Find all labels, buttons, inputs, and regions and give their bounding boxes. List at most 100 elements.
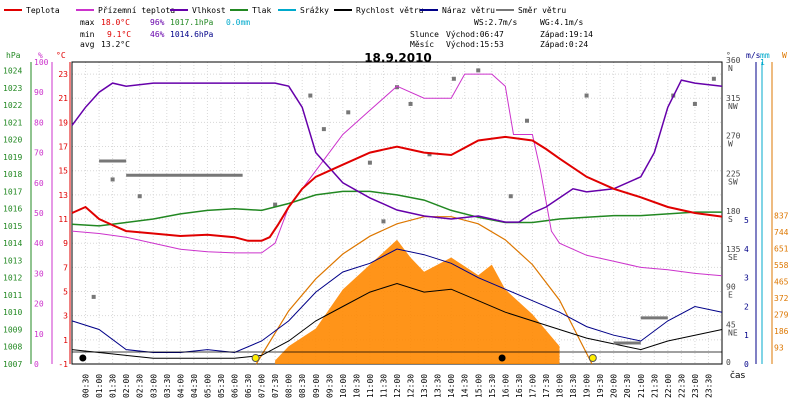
legend-label-4: Srážky [300,6,329,15]
pressure-tick-label: 1018 [3,170,22,179]
stats-avg-label: avg [80,40,95,49]
stats-ws: WS:2.7m/s [474,18,518,27]
pressure-tick-label: 1023 [3,84,22,93]
wind-direction-point [308,93,313,98]
stats-max-label: max [80,18,95,27]
humidity-tick-label: 90 [34,88,44,97]
x-tick-label: 05:00 [203,374,212,398]
stats-temp-max: 18.0°C [101,18,130,27]
x-tick-label: 17:00 [528,374,537,398]
humidity-tick-label: 40 [34,239,44,248]
temperature-tick-label: -1 [58,360,68,369]
x-tick-label: 08:00 [285,374,294,398]
sunrise-marker [251,354,260,362]
x-tick-label: 18:30 [569,374,578,398]
humidity-tick-label: 70 [34,149,44,158]
x-tick-label: 07:30 [271,374,280,398]
temperature-line [71,135,723,242]
wind-direction-point [273,202,278,207]
unit-rain: mm [760,51,770,60]
x-tick-label: 18:00 [556,374,565,398]
solar-tick-label: 279 [774,310,789,319]
temperature-tick-label: 5 [63,288,68,297]
stats-moon-label: Měsíc [410,40,434,49]
stats-block: max 18.0°C 96% 1017.1hPa 0.0mm min 9.1°C… [80,18,593,49]
solar-tick-label: 744 [774,228,789,237]
humidity-tick-label: 80 [34,118,44,127]
chart-title: 18.9.2010 [364,51,432,65]
stats-sun-label: Slunce [410,30,439,39]
x-tick-label: 06:30 [244,374,253,398]
solar-tick-label: 837 [774,211,789,220]
sunset-marker [588,354,597,362]
temperature-tick-label: 7 [63,263,68,272]
x-tick-label: 03:30 [163,374,172,398]
x-tick-label: 22:30 [677,374,686,398]
wind-direction-point [451,76,456,81]
x-tick-label: 15:00 [474,374,483,398]
pressure-tick-label: 1013 [3,256,22,265]
direction-tick-label: 90 [726,283,736,292]
wind-direction-point [476,68,481,73]
direction-tick-label: 0 [726,358,731,367]
wind-direction-point [395,85,399,90]
stats-temp-avg: 13.2°C [101,40,130,49]
pressure-tick-label: 1016 [3,205,22,214]
unit-wind: m/s [746,51,761,60]
solar-tick-label: 558 [774,261,789,270]
x-tick-label: 14:30 [461,374,470,398]
x-tick-label: 02:30 [136,374,145,398]
temperature-tick-label: 1 [63,336,68,345]
direction-tick-label: 225 [726,169,741,178]
direction-tick-label: 360 [726,56,741,65]
wind-gust-line [71,248,723,354]
temperature-tick-label: 23 [58,70,68,79]
pressure-tick-label: 1008 [3,343,22,352]
temperature-tick-label: 19 [58,118,68,127]
stats-press-min: 1014.6hPa [170,30,214,39]
wind-direction-point [367,160,372,165]
x-tick-label: 19:00 [583,374,592,398]
wind-direction-point [508,194,513,199]
wind-direction-point [346,110,351,115]
x-tick-label: 16:30 [515,374,524,398]
legend-label-7: Směr větru [518,6,566,15]
x-tick-label: 06:00 [231,374,240,398]
x-tick-label: 04:00 [176,374,185,398]
temperature-tick-label: 21 [58,94,68,103]
wind-direction-point [91,294,96,299]
x-tick-label: 04:30 [190,374,199,398]
pressure-tick-label: 1017 [3,187,22,196]
pressure-tick-label: 1014 [3,239,22,248]
stats-hum-min: 46% [150,30,165,39]
stats-min-label: min [80,30,95,39]
humidity-tick-label: 30 [34,269,44,278]
unit-direction: ° [726,51,731,60]
wind-direction-point [584,93,589,98]
humidity-line [71,79,723,223]
stats-hum-max: 96% [150,18,165,27]
x-tick-label: 08:30 [298,374,307,398]
x-tick-label: 02:00 [122,374,131,398]
x-tick-label: 21:00 [637,374,646,398]
x-tick-label: 23:30 [704,374,713,398]
stats-sun-set: Západ:19:14 [540,30,593,39]
x-tick-label: 15:30 [488,374,497,398]
direction-tick-compass: SW [728,177,738,186]
direction-tick-label: 45 [726,320,736,329]
pressure-tick-label: 1020 [3,136,22,145]
axis-units: hPa % °C ° m/s mm W [6,51,787,60]
temperature-tick-label: 3 [63,312,68,321]
x-tick-label: 05:30 [217,374,226,398]
solar-tick-label: 93 [774,343,784,352]
wind-direction-point [381,219,386,224]
legend-label-2: Vlhkost [192,6,226,15]
pressure-tick-label: 1015 [3,222,22,231]
pressure-tick-label: 1010 [3,308,22,317]
stats-rain-total: 0.0mm [226,18,250,27]
stats-moon-rise: Východ:15:53 [446,40,504,49]
pressure-tick-label: 1012 [3,274,22,283]
unit-humidity: % [38,51,43,60]
direction-tick-compass: N [728,64,733,73]
